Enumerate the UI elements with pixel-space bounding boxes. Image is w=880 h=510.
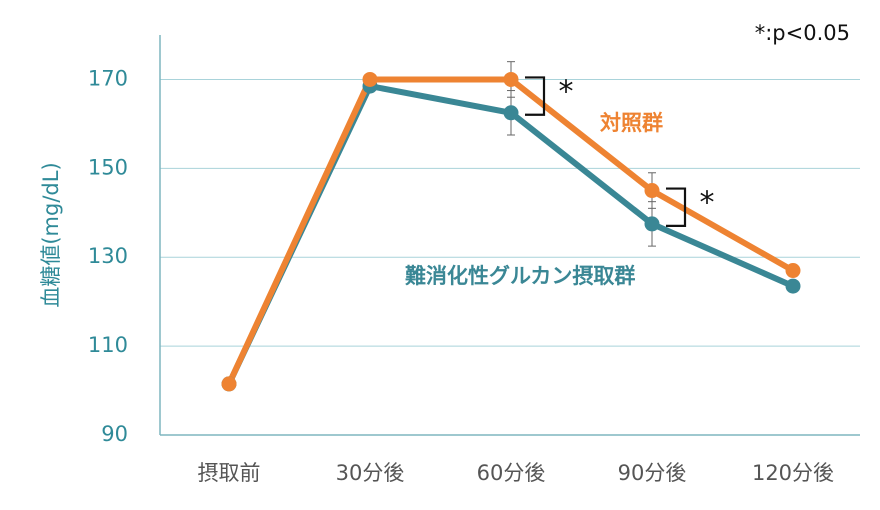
data-point-series-0	[503, 71, 519, 87]
x-tick-label: 摂取前	[198, 461, 261, 485]
y-tick-label: 110	[88, 333, 128, 357]
error-bars	[507, 61, 656, 247]
x-tick-label: 60分後	[477, 461, 546, 485]
data-point-series-1	[785, 278, 801, 294]
data-point-series-0	[644, 183, 660, 199]
significance-bracket	[666, 187, 687, 227]
data-point-series-0	[785, 263, 801, 279]
y-tick-labels: 90 110 130 150 170	[88, 66, 128, 446]
y-tick-label: 150	[88, 155, 128, 179]
y-tick-label: 90	[101, 422, 128, 446]
significance-bracket	[525, 76, 546, 116]
y-tick-label: 170	[88, 66, 128, 90]
data-point-series-0	[221, 376, 237, 392]
significance-star: *	[559, 74, 574, 109]
significance-note: *:p<0.05	[755, 21, 850, 45]
significance-markers: **	[525, 74, 715, 227]
x-tick-label: 30分後	[336, 461, 405, 485]
data-point-series-1	[644, 216, 660, 232]
x-tick-label: 90分後	[618, 461, 687, 485]
x-tick-label: 120分後	[752, 461, 834, 485]
significance-star: *	[700, 186, 715, 221]
series-label-glucan: 難消化性グルカン摂取群	[405, 264, 635, 288]
data-point-series-0	[362, 71, 378, 87]
y-tick-label: 130	[88, 244, 128, 268]
y-axis-label: 血糖値(mg/dL)	[39, 162, 63, 307]
data-point-series-1	[503, 105, 519, 121]
x-tick-labels: 摂取前 30分後 60分後 90分後 120分後	[198, 461, 835, 485]
series-points	[221, 71, 801, 392]
series-label-control: 対照群	[600, 111, 663, 135]
